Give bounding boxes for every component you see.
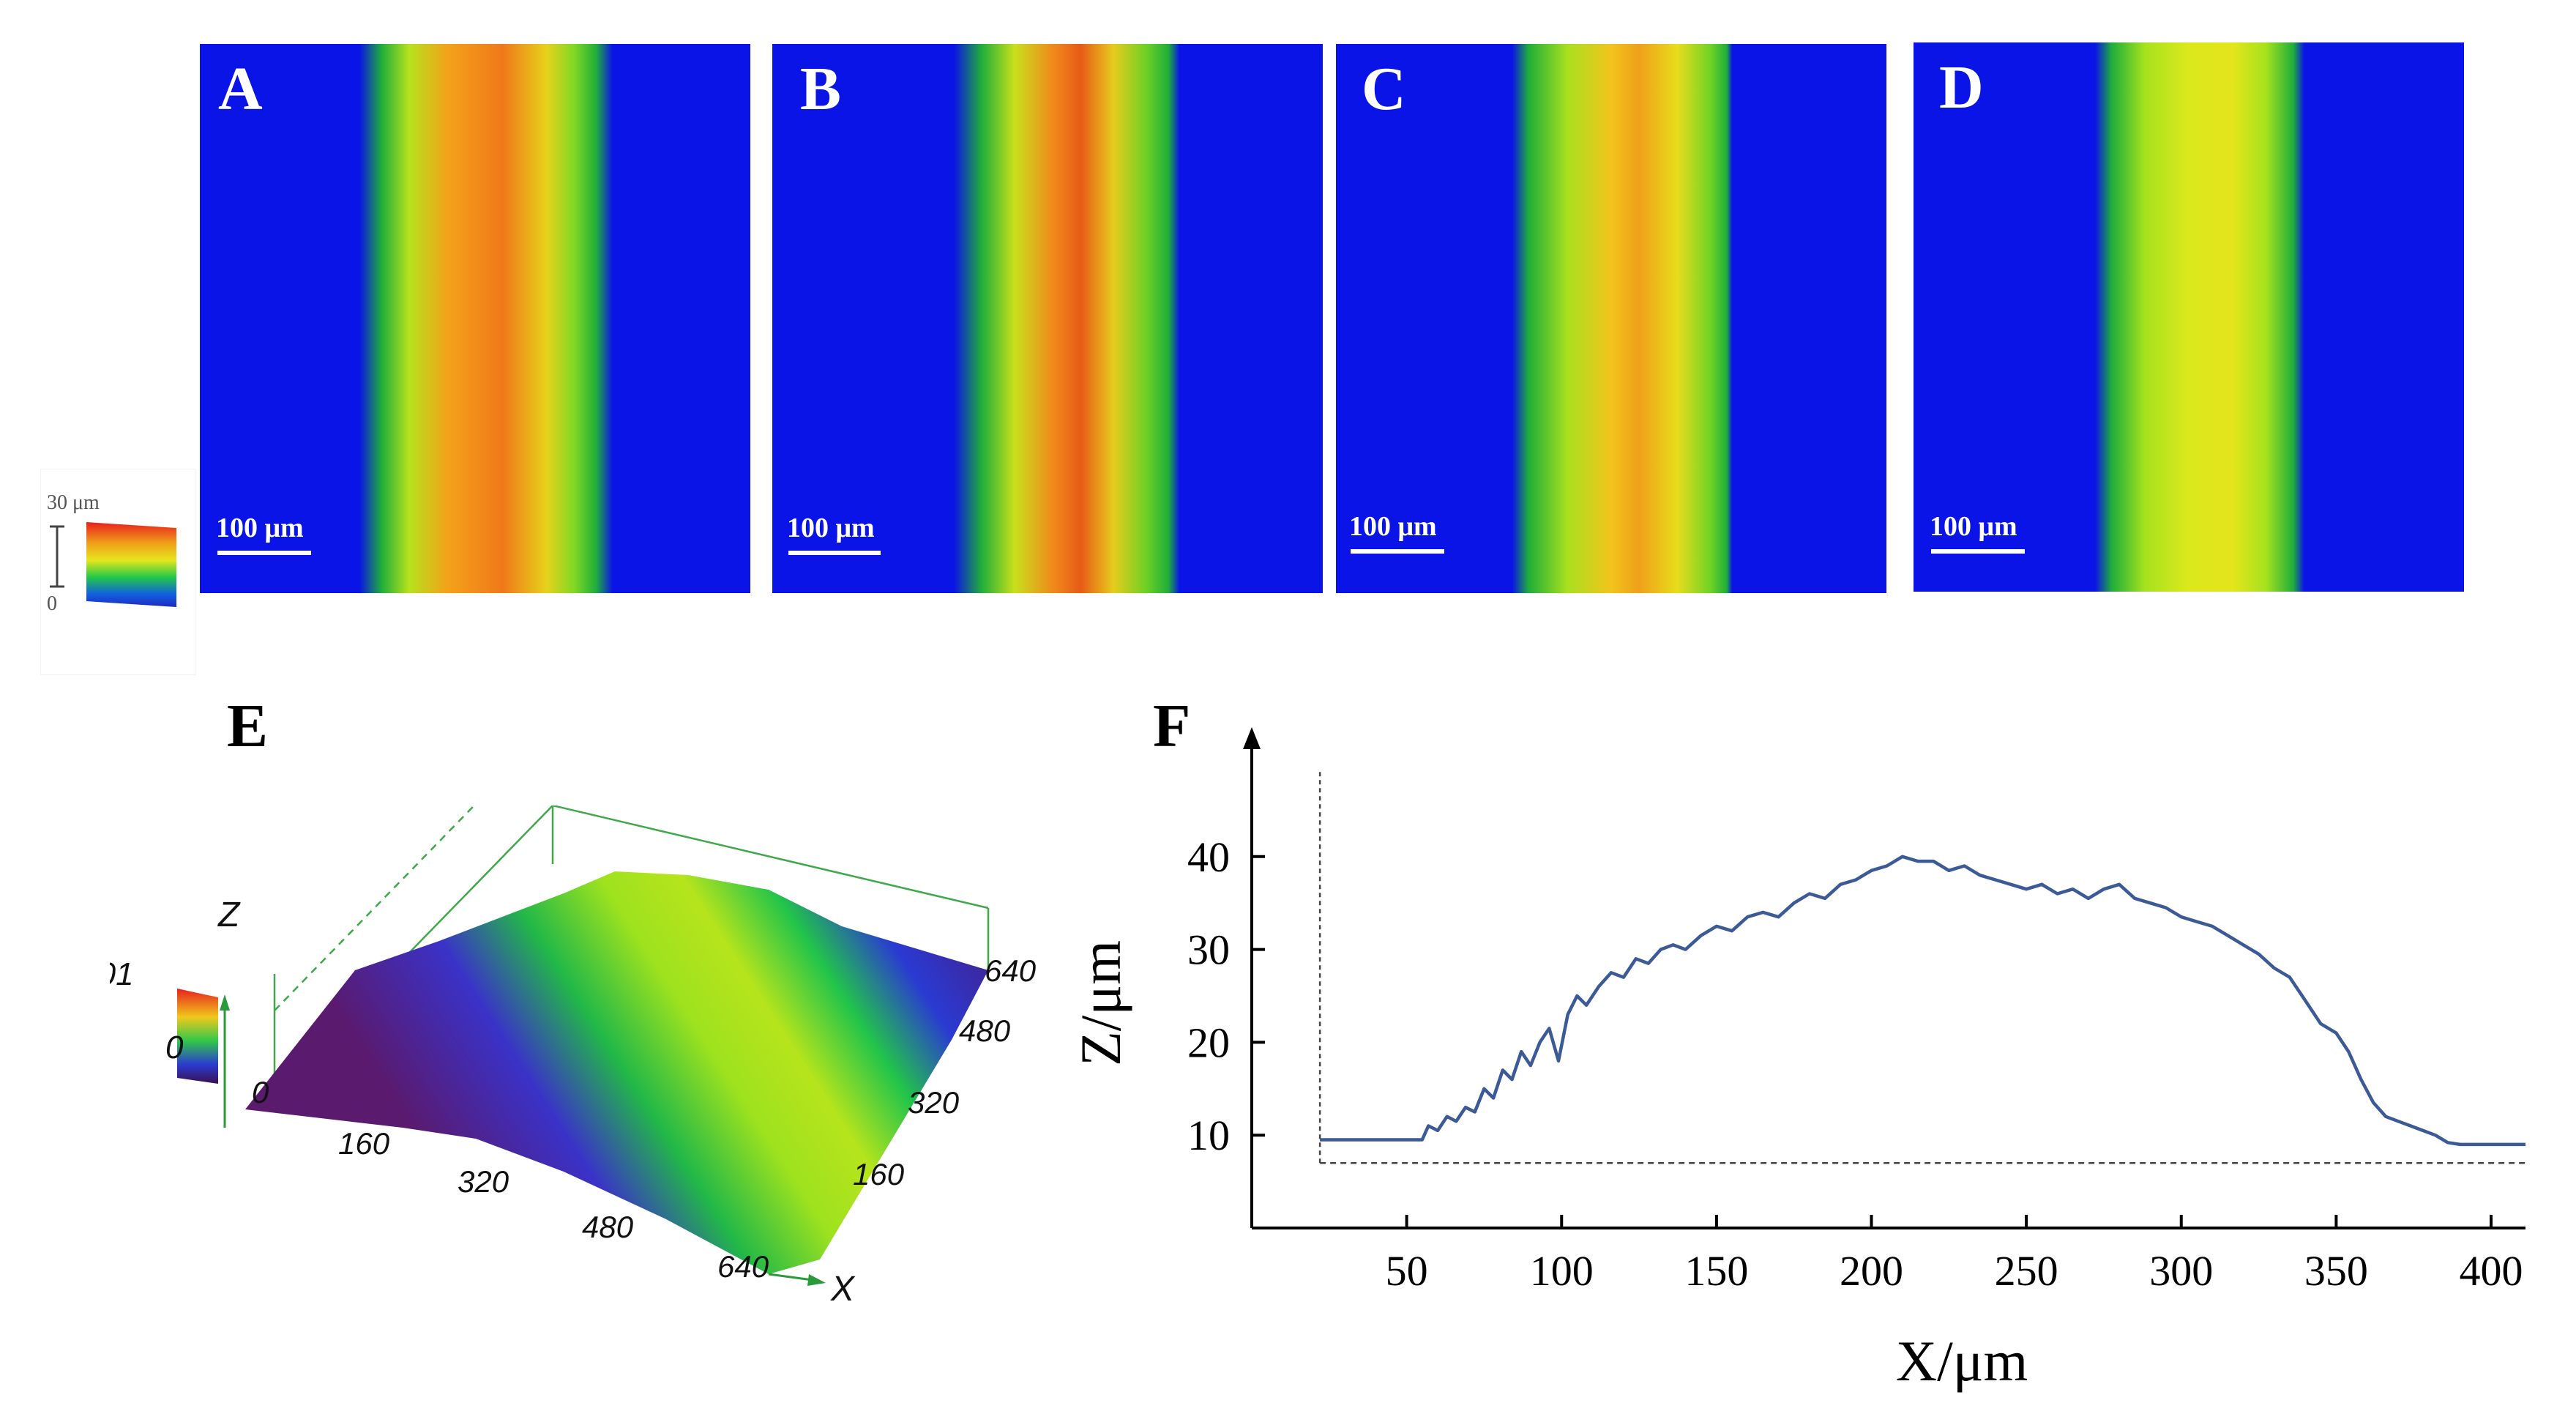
scale-bar-d bbox=[1931, 549, 2025, 554]
height-map-d bbox=[1914, 42, 2464, 592]
scale-bar-a bbox=[217, 551, 311, 555]
scale-bar-b bbox=[788, 551, 881, 555]
max-value-label: 30.001 bbox=[110, 956, 134, 992]
y-tick-640: 640 bbox=[985, 953, 1037, 988]
panel-label-b: B bbox=[800, 55, 842, 123]
panel-label-a: A bbox=[218, 55, 263, 123]
panel-d: D 100 μm bbox=[1914, 42, 2464, 592]
surface-colorbar bbox=[177, 989, 218, 1084]
colorbar-bottom-label: 0 bbox=[47, 592, 57, 615]
chart-series bbox=[1318, 771, 2525, 1164]
y-tick-label: 40 bbox=[1187, 833, 1230, 881]
panel-label-c: C bbox=[1362, 55, 1406, 123]
x-tick-label: 100 bbox=[1530, 1247, 1594, 1295]
panel-c: C 100 μm bbox=[1336, 44, 1886, 593]
x-tick-640: 640 bbox=[717, 1249, 769, 1284]
x-tick-label: 300 bbox=[2149, 1247, 2213, 1295]
y-axis-arrow bbox=[1243, 727, 1261, 749]
x-tick-160: 160 bbox=[338, 1126, 390, 1161]
panel-e-3d-surface: Z 30.001 0 X 0 160 320 480 640 160 320 4… bbox=[35, 724, 1061, 1311]
x-tick-label: 50 bbox=[1386, 1247, 1428, 1295]
y-tick-label: 10 bbox=[1187, 1112, 1230, 1159]
y-tick-160: 160 bbox=[853, 1157, 905, 1191]
y-tick-320: 320 bbox=[908, 1085, 960, 1120]
colorbar-graphic bbox=[50, 522, 176, 607]
x-axis-arrow bbox=[807, 1274, 826, 1286]
x-tick-label: 200 bbox=[1840, 1247, 1903, 1295]
scale-bar-c bbox=[1351, 549, 1444, 554]
height-map-b bbox=[772, 44, 1323, 593]
surface-mesh bbox=[245, 871, 988, 1274]
surface-plot-e: Z 30.001 0 X 0 160 320 480 640 160 320 4… bbox=[35, 724, 1037, 1309]
height-map-a bbox=[200, 44, 750, 593]
y-tick-label: 20 bbox=[1187, 1019, 1230, 1066]
panel-label-f: F bbox=[1153, 692, 1191, 760]
colorbar-top-label: 30 μm bbox=[47, 491, 100, 514]
chart-ticks: 50 100 150 200 250 300 350 400 10 20 30 40 bbox=[1187, 833, 2523, 1295]
panel-b: B 100 μm bbox=[772, 44, 1323, 593]
profile-line bbox=[1320, 855, 2525, 1147]
panel-label-e: E bbox=[227, 692, 269, 760]
scale-text-b: 100 μm bbox=[787, 513, 875, 543]
scale-text-c: 100 μm bbox=[1349, 511, 1437, 542]
height-map-c bbox=[1336, 44, 1886, 593]
x-axis-line bbox=[768, 1273, 813, 1281]
x-tick-480: 480 bbox=[582, 1210, 634, 1244]
min-value-label: 0 bbox=[165, 1030, 184, 1065]
x-axis-title: X/μm bbox=[1896, 1329, 2028, 1393]
y-tick-label: 30 bbox=[1187, 926, 1230, 974]
y-tick-480: 480 bbox=[959, 1013, 1011, 1048]
x-tick-label: 150 bbox=[1684, 1247, 1748, 1295]
y-axis-title: Z/μm bbox=[1069, 940, 1132, 1066]
profile-chart-f: 50 100 150 200 250 300 350 400 10 20 30 40 X/μm Z/μ… bbox=[1069, 727, 2525, 1393]
x-tick-320: 320 bbox=[458, 1164, 509, 1199]
scale-text-a: 100 μm bbox=[216, 513, 304, 543]
x-tick-label: 400 bbox=[2460, 1247, 2523, 1295]
x-tick-0: 0 bbox=[252, 1075, 269, 1109]
x-tick-label: 350 bbox=[2304, 1247, 2368, 1295]
scale-text-d: 100 μm bbox=[1930, 511, 2017, 542]
panel-label-d: D bbox=[1939, 53, 1984, 122]
z-axis-arrow bbox=[220, 994, 230, 1011]
panel-a: A 100 μm bbox=[200, 44, 750, 593]
x-tick-label: 250 bbox=[1995, 1247, 2058, 1295]
chart-axes bbox=[1243, 727, 2525, 1229]
z-axis-label: Z bbox=[217, 896, 241, 934]
height-colorbar: 30 μm 0 bbox=[40, 469, 195, 675]
x-axis-label: X bbox=[830, 1270, 856, 1309]
